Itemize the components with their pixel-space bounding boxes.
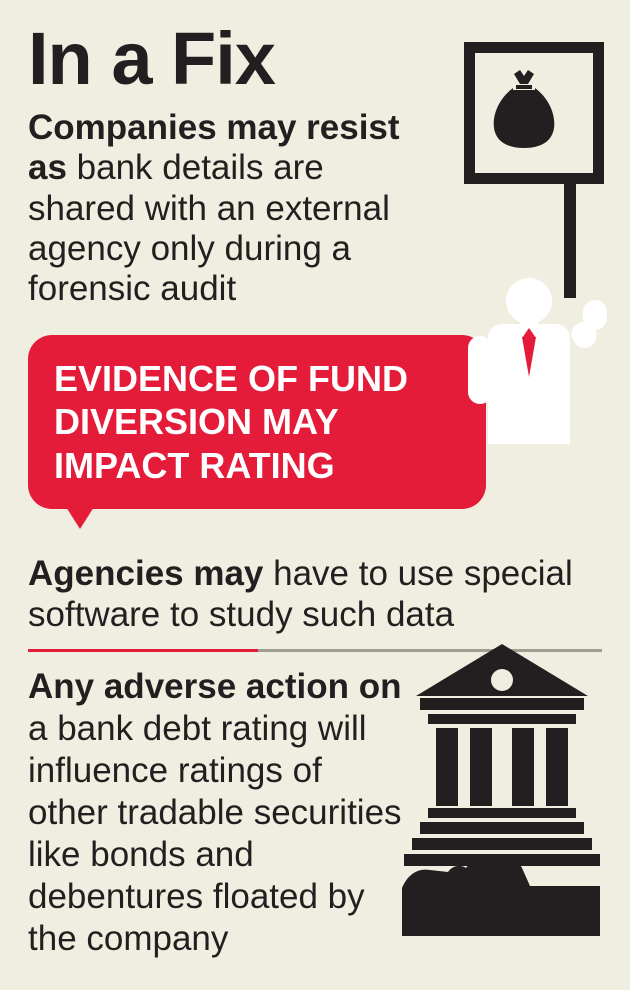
placard-icon	[464, 42, 604, 184]
person-arm-left-icon	[468, 336, 492, 404]
paragraph-agencies: Agencies may have to use special softwar…	[28, 553, 602, 636]
paragraph-companies-resist: Companies may resist as bank details are…	[28, 108, 428, 309]
money-bag-icon	[488, 70, 560, 148]
bank-on-hand-icon	[402, 636, 602, 936]
para2-bold: Agencies may	[28, 554, 263, 593]
para3-bold: Any adverse action on	[28, 667, 401, 706]
person-tie-icon	[522, 337, 536, 377]
businessman-icon	[472, 278, 602, 538]
para1-rest: bank details are shared with an external…	[28, 148, 390, 308]
para3-rest: a bank debt rating will influence rating…	[28, 709, 402, 958]
callout-evidence: EVIDENCE OF FUND DIVERSION MAY IMPACT RA…	[28, 335, 486, 509]
person-head-icon	[506, 278, 552, 324]
paragraph-adverse-action: Any adverse action on a bank debt rating…	[28, 666, 408, 960]
person-hand-right-icon	[583, 300, 607, 330]
